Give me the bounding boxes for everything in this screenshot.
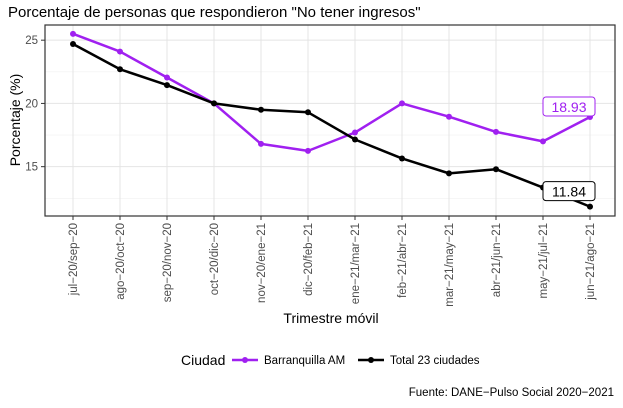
legend-label-barranquilla: Barranquilla AM (264, 355, 345, 367)
data-point (70, 30, 76, 37)
chart-title: Porcentaje de personas que respondieron … (8, 4, 421, 21)
x-tick-label: mar−21/may−21 (444, 223, 456, 307)
data-point (352, 136, 358, 143)
data-point (399, 155, 405, 162)
data-point (540, 138, 546, 145)
data-point (164, 74, 170, 81)
x-tick-label: oct−20/dic−20 (209, 223, 221, 295)
data-point (587, 203, 593, 210)
data-point (164, 82, 170, 89)
data-point (399, 100, 405, 107)
y-tick-label: 20 (25, 98, 38, 110)
data-point (305, 109, 311, 116)
data-point (117, 66, 123, 73)
x-tick-label: ago−20/oct−20 (115, 223, 127, 300)
series-line (72, 42, 591, 208)
legend-key-point (368, 357, 374, 363)
x-tick-label: jun−21/ago−21 (585, 223, 597, 301)
end-label-text: 11.84 (552, 184, 586, 200)
data-point (446, 170, 452, 177)
y-tick-label: 15 (25, 162, 38, 174)
x-tick-label: sep−20/nov−20 (162, 223, 174, 302)
y-axis-label: Porcentaje (%) (7, 74, 23, 167)
legend-key-point (242, 357, 248, 363)
x-tick-label: dic−20/feb−21 (303, 223, 315, 296)
caption: Fuente: DANE−Pulso Social 2020−2021 (409, 387, 614, 399)
data-point (70, 40, 76, 47)
end-label-box (542, 181, 596, 202)
legend-title: Ciudad (181, 352, 225, 368)
data-point (211, 100, 217, 107)
x-tick-label: feb−21/abr−21 (397, 223, 409, 298)
end-label: 11.84 (542, 181, 596, 202)
end-label-text: 18.93 (551, 99, 586, 115)
x-axis-label: Trimestre móvil (283, 310, 378, 326)
plot-border (44, 24, 616, 217)
y-tick-label: 25 (25, 35, 38, 47)
x-tick-label: jul−20/sep−20 (68, 223, 80, 296)
x-tick-label: nov−20/ene−21 (256, 223, 268, 303)
end-label: 18.93 (542, 96, 596, 117)
end-label-box (542, 96, 596, 117)
data-point (493, 128, 499, 135)
data-point (352, 129, 358, 136)
data-point (258, 106, 264, 113)
series-line (72, 32, 591, 153)
data-point (117, 48, 123, 55)
data-point (493, 166, 499, 173)
legend-label-total: Total 23 ciudades (390, 355, 480, 367)
x-tick-label: abr−21/jun−21 (491, 223, 503, 297)
x-tick-label: ene−21/mar−21 (350, 223, 362, 304)
data-point (305, 147, 311, 154)
legend: Ciudad Barranquilla AM Total 23 ciudades (181, 352, 480, 368)
data-point (258, 140, 264, 147)
data-point (446, 113, 452, 120)
x-tick-label: may−21/jul−21 (538, 223, 550, 298)
